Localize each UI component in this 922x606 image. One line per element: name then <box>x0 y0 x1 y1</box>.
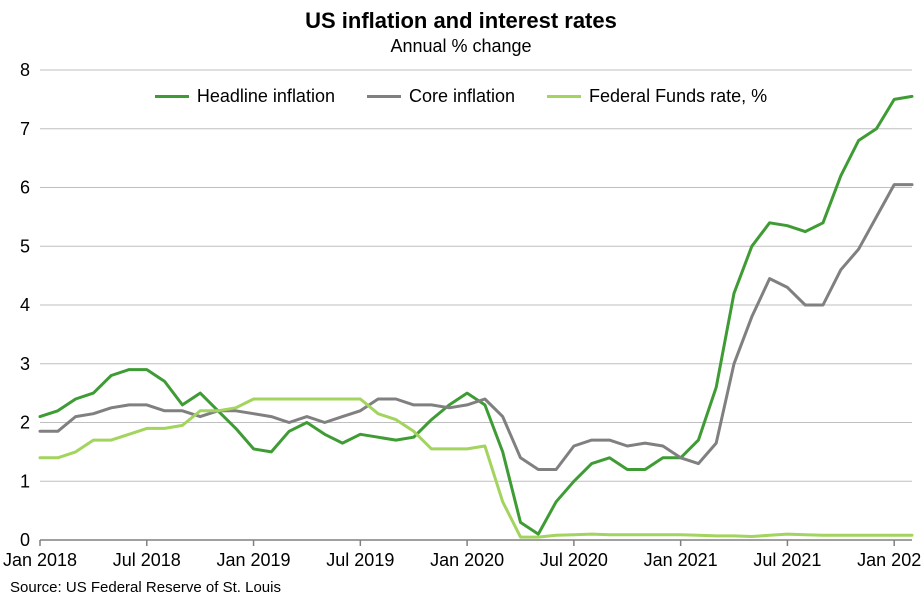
y-tick-label: 1 <box>20 471 30 491</box>
x-tick-label: Jul 2018 <box>113 550 181 570</box>
x-tick-label: Jan 2018 <box>3 550 77 570</box>
x-tick-label: Jan 2019 <box>217 550 291 570</box>
y-tick-label: 2 <box>20 413 30 433</box>
x-tick-label: Jan 2020 <box>430 550 504 570</box>
y-tick-label: 5 <box>20 236 30 256</box>
y-tick-label: 0 <box>20 530 30 550</box>
series-line <box>40 96 912 534</box>
x-tick-label: Jul 2021 <box>753 550 821 570</box>
y-tick-label: 3 <box>20 354 30 374</box>
series-line <box>40 399 912 537</box>
y-tick-label: 6 <box>20 178 30 198</box>
x-tick-label: Jul 2019 <box>326 550 394 570</box>
x-tick-label: Jan 2021 <box>644 550 718 570</box>
y-tick-label: 8 <box>20 60 30 80</box>
y-tick-label: 4 <box>20 295 30 315</box>
chart-container: US inflation and interest rates Annual %… <box>0 0 922 606</box>
chart-svg: 0 1 2 3 4 5 6 7 8 Jan 2018 Jul 2018 Jan 2019 Jul 201… <box>0 0 922 606</box>
chart-source: Source: US Federal Reserve of St. Louis <box>10 579 281 596</box>
y-tick-label: 7 <box>20 119 30 139</box>
x-tick-label: Jan 2022 <box>857 550 922 570</box>
x-tick-label: Jul 2020 <box>540 550 608 570</box>
